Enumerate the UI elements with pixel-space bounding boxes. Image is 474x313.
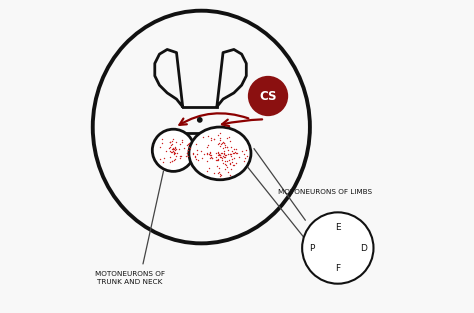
- Circle shape: [198, 118, 202, 122]
- Text: F: F: [335, 264, 340, 273]
- Text: MOTONEURONS OF LIMBS: MOTONEURONS OF LIMBS: [278, 189, 373, 195]
- Text: E: E: [335, 223, 341, 232]
- Circle shape: [302, 212, 374, 284]
- Circle shape: [248, 76, 288, 116]
- Circle shape: [152, 129, 194, 172]
- Text: P: P: [310, 244, 315, 253]
- Text: CS: CS: [259, 90, 277, 102]
- Text: D: D: [360, 244, 367, 253]
- Text: MOTONEURONS OF
TRUNK AND NECK: MOTONEURONS OF TRUNK AND NECK: [95, 271, 165, 285]
- Ellipse shape: [189, 127, 251, 180]
